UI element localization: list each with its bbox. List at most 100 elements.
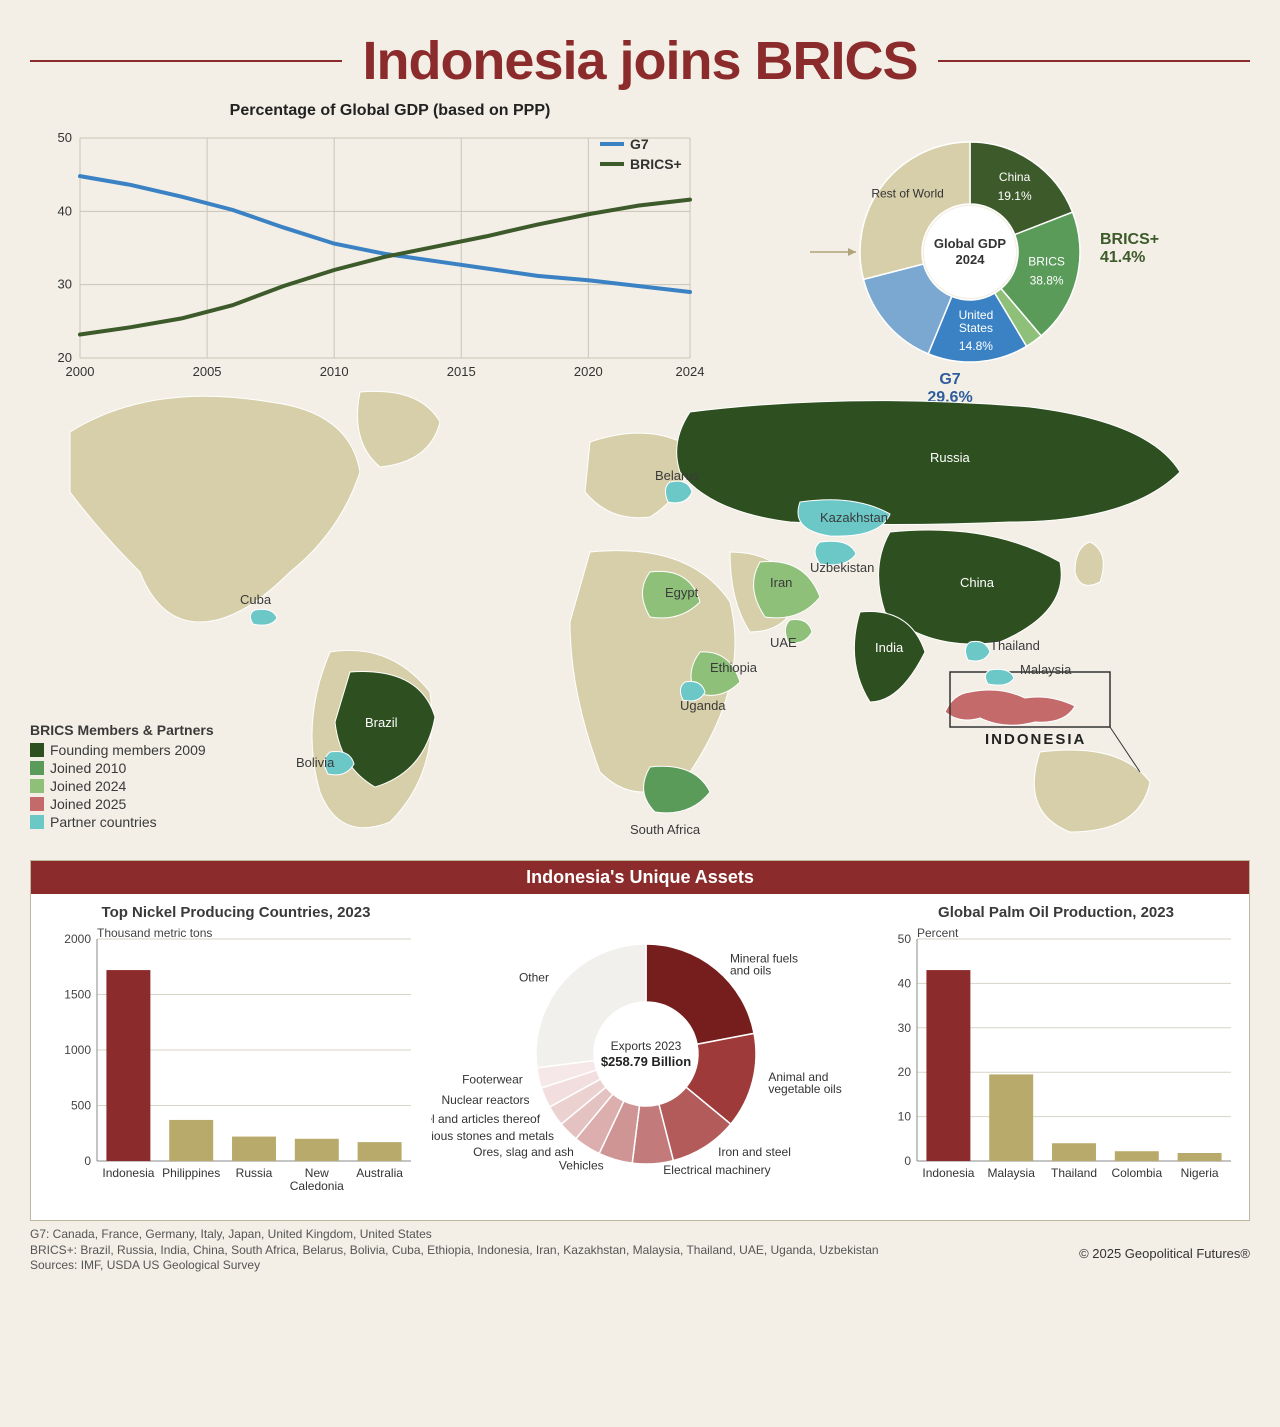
svg-text:1000: 1000 [64, 1043, 91, 1057]
legend-row: Founding members 2009 [30, 742, 214, 758]
svg-text:50: 50 [58, 130, 72, 145]
svg-text:2024: 2024 [956, 252, 986, 267]
svg-text:14.8%: 14.8% [959, 339, 993, 353]
page-title: Indonesia joins BRICS [362, 30, 917, 92]
title-rule-right [938, 60, 1250, 62]
svg-text:Exports 2023: Exports 2023 [611, 1039, 682, 1053]
svg-text:Nigeria: Nigeria [1181, 1166, 1219, 1180]
legend-row: Joined 2025 [30, 796, 214, 812]
svg-text:Uganda: Uganda [680, 698, 726, 713]
svg-text:Caledonia: Caledonia [290, 1179, 344, 1193]
svg-text:2000: 2000 [64, 932, 91, 946]
svg-text:Vehicles: Vehicles [559, 1158, 604, 1172]
svg-text:Russia: Russia [236, 1166, 273, 1180]
svg-text:South Africa: South Africa [630, 822, 701, 837]
svg-text:0: 0 [904, 1154, 911, 1168]
svg-text:China: China [999, 170, 1031, 184]
svg-text:Precious stones and metals: Precious stones and metals [431, 1129, 554, 1143]
svg-text:19.1%: 19.1% [998, 189, 1032, 203]
svg-text:New: New [305, 1166, 329, 1180]
title-row: Indonesia joins BRICS [30, 30, 1250, 92]
svg-text:Australia: Australia [356, 1166, 403, 1180]
svg-text:Iron and steel: Iron and steel [718, 1145, 791, 1159]
svg-text:Iran: Iran [770, 575, 792, 590]
footnote-g7: G7: Canada, France, Germany, Italy, Japa… [30, 1227, 1250, 1243]
svg-text:0: 0 [84, 1154, 91, 1168]
svg-text:40: 40 [58, 203, 72, 218]
svg-text:Other: Other [519, 970, 549, 984]
svg-text:Brazil: Brazil [365, 715, 398, 730]
legend-row: Joined 2024 [30, 778, 214, 794]
legend-label: Founding members 2009 [50, 742, 206, 758]
svg-text:41.4%: 41.4% [1100, 249, 1145, 266]
legend-row: Partner countries [30, 814, 214, 830]
svg-text:Ores, slag and ash: Ores, slag and ash [473, 1145, 574, 1159]
svg-text:BRICS: BRICS [1028, 254, 1065, 268]
gdp-line-chart: 20304050200020052010201520202024G7BRICS+ [30, 128, 710, 388]
svg-text:Philippines: Philippines [162, 1166, 220, 1180]
svg-text:UAE: UAE [770, 635, 797, 650]
svg-text:Thailand: Thailand [1051, 1166, 1097, 1180]
exports-donut-chart: Exports 2023$258.79 BillionMineral fuels… [431, 904, 861, 1204]
svg-text:Egypt: Egypt [665, 585, 699, 600]
legend-label: Joined 2025 [50, 796, 126, 812]
svg-text:500: 500 [71, 1099, 91, 1113]
svg-text:Malaysia: Malaysia [988, 1166, 1036, 1180]
svg-text:United: United [959, 308, 994, 322]
svg-text:Thailand: Thailand [990, 638, 1040, 653]
legend-swatch [30, 779, 44, 793]
svg-text:Rest of World: Rest of World [871, 187, 943, 201]
title-rule-left [30, 60, 342, 62]
legend-label: Joined 2024 [50, 778, 126, 794]
svg-text:Cuba: Cuba [240, 592, 272, 607]
gdp-donut-chart: China 19.1% BRICS 38.8% UnitedStates 14.8% Res… [800, 102, 1220, 402]
svg-text:Footerwear: Footerwear [462, 1072, 523, 1086]
svg-text:1500: 1500 [64, 988, 91, 1002]
legend-swatch [30, 743, 44, 757]
svg-text:Colombia: Colombia [1111, 1166, 1162, 1180]
assets-panel: Indonesia's Unique Assets Top Nickel Pro… [30, 860, 1250, 1221]
map-legend-title: BRICS Members & Partners [30, 722, 214, 738]
legend-row: Joined 2010 [30, 760, 214, 776]
nickel-chart-title: Top Nickel Producing Countries, 2023 [51, 904, 421, 921]
svg-text:G7: G7 [630, 136, 649, 152]
svg-text:INDONESIA: INDONESIA [985, 731, 1086, 748]
svg-text:38.8%: 38.8% [1030, 273, 1064, 287]
legend-swatch [30, 797, 44, 811]
svg-text:and oils: and oils [730, 964, 771, 978]
svg-text:Belarus: Belarus [655, 468, 700, 483]
map-legend: BRICS Members & Partners Founding member… [30, 722, 214, 832]
svg-text:vegetable oils: vegetable oils [768, 1082, 841, 1096]
palm-chart-title: Global Palm Oil Production, 2023 [871, 904, 1241, 921]
svg-text:40: 40 [898, 976, 912, 990]
svg-text:BRICS+: BRICS+ [1100, 231, 1159, 248]
svg-text:Russia: Russia [930, 450, 971, 465]
svg-text:Nuclear reactors: Nuclear reactors [442, 1093, 530, 1107]
svg-text:States: States [959, 321, 993, 335]
svg-text:Electrical machinery: Electrical machinery [663, 1163, 770, 1177]
legend-swatch [30, 761, 44, 775]
assets-header: Indonesia's Unique Assets [31, 861, 1249, 894]
svg-text:30: 30 [58, 277, 72, 292]
svg-text:BRICS+: BRICS+ [630, 156, 682, 172]
svg-text:Ethiopia: Ethiopia [710, 660, 758, 675]
line-chart-title: Percentage of Global GDP (based on PPP) [30, 102, 750, 120]
nickel-bar-chart: Thousand metric tons0500100015002000Indo… [51, 925, 421, 1205]
legend-label: Partner countries [50, 814, 157, 830]
svg-text:Bolivia: Bolivia [296, 755, 335, 770]
svg-text:20: 20 [58, 350, 72, 365]
palm-bar-chart: Percent01020304050IndonesiaMalaysiaThail… [871, 925, 1241, 1205]
svg-text:Nickel and articles thereof: Nickel and articles thereof [431, 1112, 541, 1126]
svg-text:Indonesia: Indonesia [922, 1166, 974, 1180]
svg-text:Uzbekistan: Uzbekistan [810, 560, 874, 575]
legend-swatch [30, 815, 44, 829]
svg-text:Thousand metric tons: Thousand metric tons [97, 926, 212, 940]
svg-text:India: India [875, 640, 904, 655]
svg-text:50: 50 [898, 932, 912, 946]
svg-text:Percent: Percent [917, 926, 959, 940]
svg-text:30: 30 [898, 1021, 912, 1035]
svg-text:$258.79 Billion: $258.79 Billion [601, 1054, 691, 1069]
svg-text:China: China [960, 575, 995, 590]
svg-text:10: 10 [898, 1110, 912, 1124]
svg-text:Kazakhstan: Kazakhstan [820, 510, 888, 525]
